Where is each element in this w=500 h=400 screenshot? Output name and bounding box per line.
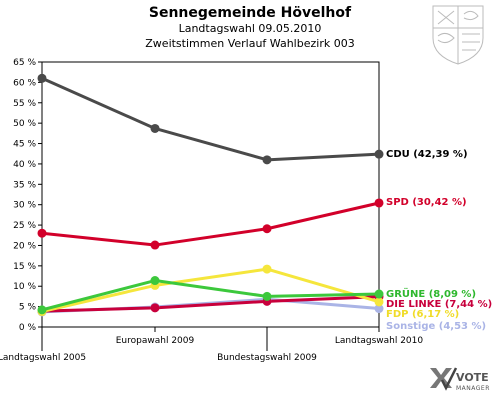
- data-point: [262, 291, 272, 301]
- y-tick-label: 45 %: [13, 140, 36, 150]
- coat-of-arms-icon: [432, 5, 484, 65]
- data-point: [262, 264, 272, 274]
- y-tick-label: 40 %: [13, 160, 36, 170]
- chart-title: Sennegemeinde Hövelhof: [149, 5, 352, 21]
- logo-brand-bottom: MANAGER: [456, 385, 490, 392]
- series-end-label: Sonstige (4,53 %): [386, 321, 486, 332]
- y-tick-label: 30 %: [13, 201, 36, 211]
- data-point: [374, 149, 384, 159]
- data-point: [374, 198, 384, 208]
- chart-subtitle-election: Landtagswahl 09.05.2010: [179, 22, 322, 35]
- x-category-label: Landtagswahl 2010: [335, 336, 424, 346]
- data-point: [150, 303, 160, 313]
- y-tick-label: 50 %: [13, 119, 36, 129]
- series-line-gr-ne: [41, 279, 380, 312]
- x-category-label: Europawahl 2009: [116, 336, 195, 346]
- x-category-label: Bundestagswahl 2009: [217, 353, 317, 363]
- y-tick-label: 60 %: [13, 78, 36, 88]
- logo-brand-top: VOTE: [456, 371, 489, 384]
- plot-area: [41, 61, 380, 328]
- data-point: [262, 155, 272, 165]
- y-tick-label: 10 %: [13, 282, 36, 292]
- data-point: [374, 289, 384, 299]
- y-tick-label: 20 %: [13, 241, 36, 251]
- x-category-label: Landtagswahl 2005: [0, 353, 86, 363]
- data-point: [150, 276, 160, 286]
- series-end-label: GRÜNE (8,09 %): [386, 286, 476, 300]
- data-point: [37, 305, 47, 315]
- y-tick-label: 15 %: [13, 262, 36, 272]
- series-end-label: SPD (30,42 %): [386, 197, 467, 208]
- y-tick-label: 0 %: [19, 323, 37, 333]
- y-tick-label: 25 %: [13, 221, 36, 231]
- data-point: [374, 304, 384, 314]
- data-point: [262, 224, 272, 234]
- y-tick-label: 35 %: [13, 180, 36, 190]
- series-line-cdu: [41, 76, 380, 162]
- series-end-label: DIE LINKE (7,44 %): [386, 299, 492, 310]
- series-line-fdp: [41, 267, 380, 313]
- series-line-die-linke: [41, 295, 380, 313]
- data-point: [150, 240, 160, 250]
- data-point: [37, 228, 47, 238]
- y-tick-label: 5 %: [19, 303, 37, 313]
- chart-subtitle-district: Zweitstimmen Verlauf Wahlbezirk 003: [145, 37, 354, 50]
- series-end-label: CDU (42,39 %): [386, 149, 468, 160]
- data-point: [150, 123, 160, 133]
- y-tick-label: 65 %: [13, 58, 36, 68]
- y-tick-label: 55 %: [13, 99, 36, 109]
- data-point: [37, 73, 47, 83]
- data-point: [374, 297, 384, 307]
- series-line-spd: [41, 201, 380, 247]
- checkmark-x-icon: [430, 367, 458, 391]
- vote-manager-logo: VOTE MANAGER: [430, 367, 490, 392]
- series-end-label: FDP (6,17 %): [386, 309, 459, 320]
